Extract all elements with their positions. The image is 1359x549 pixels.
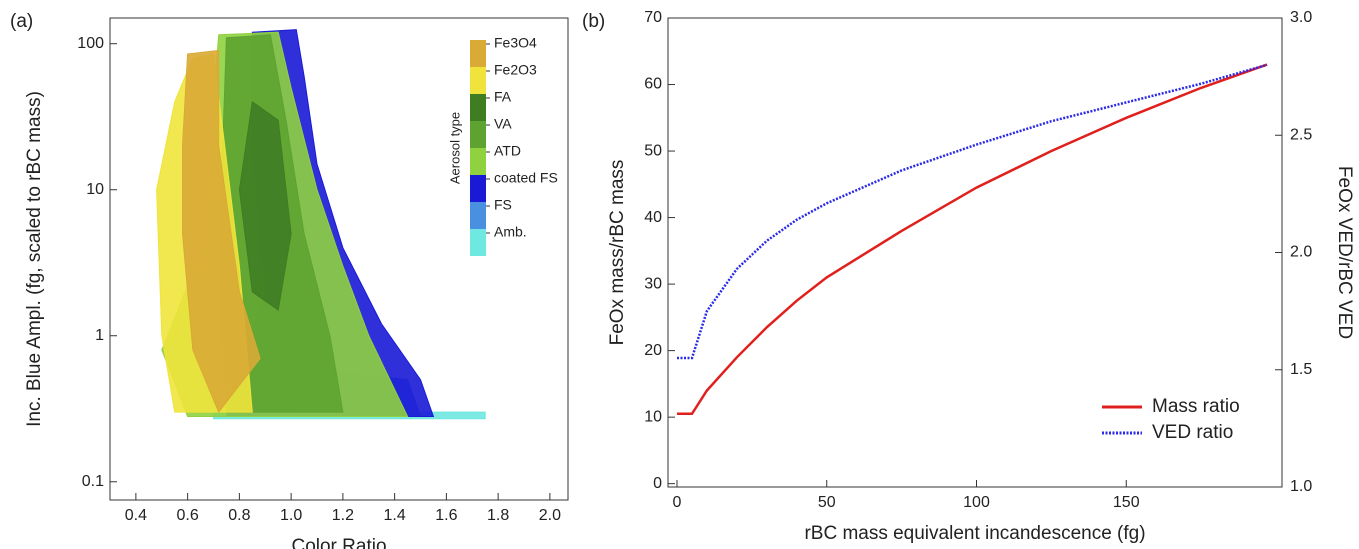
- data-line: [677, 63, 1268, 416]
- x-axis-label: Color Ratio: [291, 536, 386, 549]
- panel-label: (b): [582, 11, 605, 32]
- legend-title: Aerosol type: [447, 112, 462, 184]
- y2-axis-label: FeOx VED/rBC VED: [1334, 166, 1355, 339]
- y-tick-label: 20: [644, 342, 662, 359]
- legend-swatch: [470, 67, 486, 94]
- legend-swatch: [470, 148, 486, 175]
- y-tick-label: 50: [644, 142, 662, 159]
- scatter-region: [182, 49, 261, 414]
- x-axis-label: rBC mass equivalent incandescence (fg): [804, 523, 1145, 544]
- legend-swatch: [470, 121, 486, 148]
- x-tick-label: 150: [1113, 494, 1140, 511]
- legend-label: FA: [494, 89, 512, 105]
- x-tick-label: 1.8: [487, 507, 509, 524]
- y-tick-label: 30: [644, 275, 662, 292]
- y-tick-label: 100: [77, 35, 104, 52]
- legend-swatch: [470, 40, 486, 67]
- legend-swatch: [470, 229, 486, 256]
- y2-tick-label: 1.0: [1290, 478, 1312, 495]
- legend-label: VED ratio: [1152, 422, 1233, 443]
- x-tick-label: 1.6: [435, 507, 457, 524]
- y-tick-label: 0.1: [82, 473, 104, 490]
- legend-label: Amb.: [494, 224, 527, 240]
- y-axis-label: Inc. Blue Ampl. (fg, scaled to rBC mass): [24, 91, 45, 427]
- x-tick-label: 2.0: [539, 507, 561, 524]
- x-tick-label: 0: [673, 494, 682, 511]
- y-tick-label: 0: [653, 475, 662, 492]
- y2-tick-label: 2.5: [1290, 126, 1312, 143]
- legend-label: coated FS: [494, 170, 558, 186]
- x-tick-label: 0.6: [177, 507, 199, 524]
- y2-tick-label: 1.5: [1290, 361, 1312, 378]
- scatter-region: [238, 100, 292, 311]
- x-tick-label: 50: [818, 494, 836, 511]
- legend-swatch: [470, 94, 486, 121]
- y-tick-label: 60: [644, 76, 662, 93]
- y-tick-label: 10: [644, 408, 662, 425]
- x-tick-label: 0.4: [125, 507, 147, 524]
- x-tick-label: 1.0: [280, 507, 302, 524]
- panel-label: (a): [10, 11, 33, 32]
- x-tick-label: 100: [963, 494, 990, 511]
- legend-label: Fe3O4: [494, 35, 537, 51]
- y2-tick-label: 2.0: [1290, 244, 1312, 261]
- legend-label: VA: [494, 116, 512, 132]
- x-tick-label: 0.8: [228, 507, 250, 524]
- legend-label: FS: [494, 197, 512, 213]
- legend-label: ATD: [494, 143, 521, 159]
- legend-label: Fe2O3: [494, 62, 537, 78]
- y-tick-label: 40: [644, 209, 662, 226]
- x-tick-label: 1.4: [384, 507, 406, 524]
- y-tick-label: 70: [644, 9, 662, 26]
- y2-tick-label: 3.0: [1290, 9, 1312, 26]
- y-tick-label: 10: [86, 181, 104, 198]
- data-line: [677, 63, 1268, 360]
- x-tick-label: 1.2: [332, 507, 354, 524]
- y-axis-label: FeOx mass/rBC mass: [607, 160, 628, 346]
- plot-frame: [109, 17, 569, 501]
- legend-label: Mass ratio: [1152, 396, 1240, 417]
- y-tick-label: 1: [95, 327, 104, 344]
- legend-swatch: [470, 175, 486, 202]
- legend-swatch: [470, 202, 486, 229]
